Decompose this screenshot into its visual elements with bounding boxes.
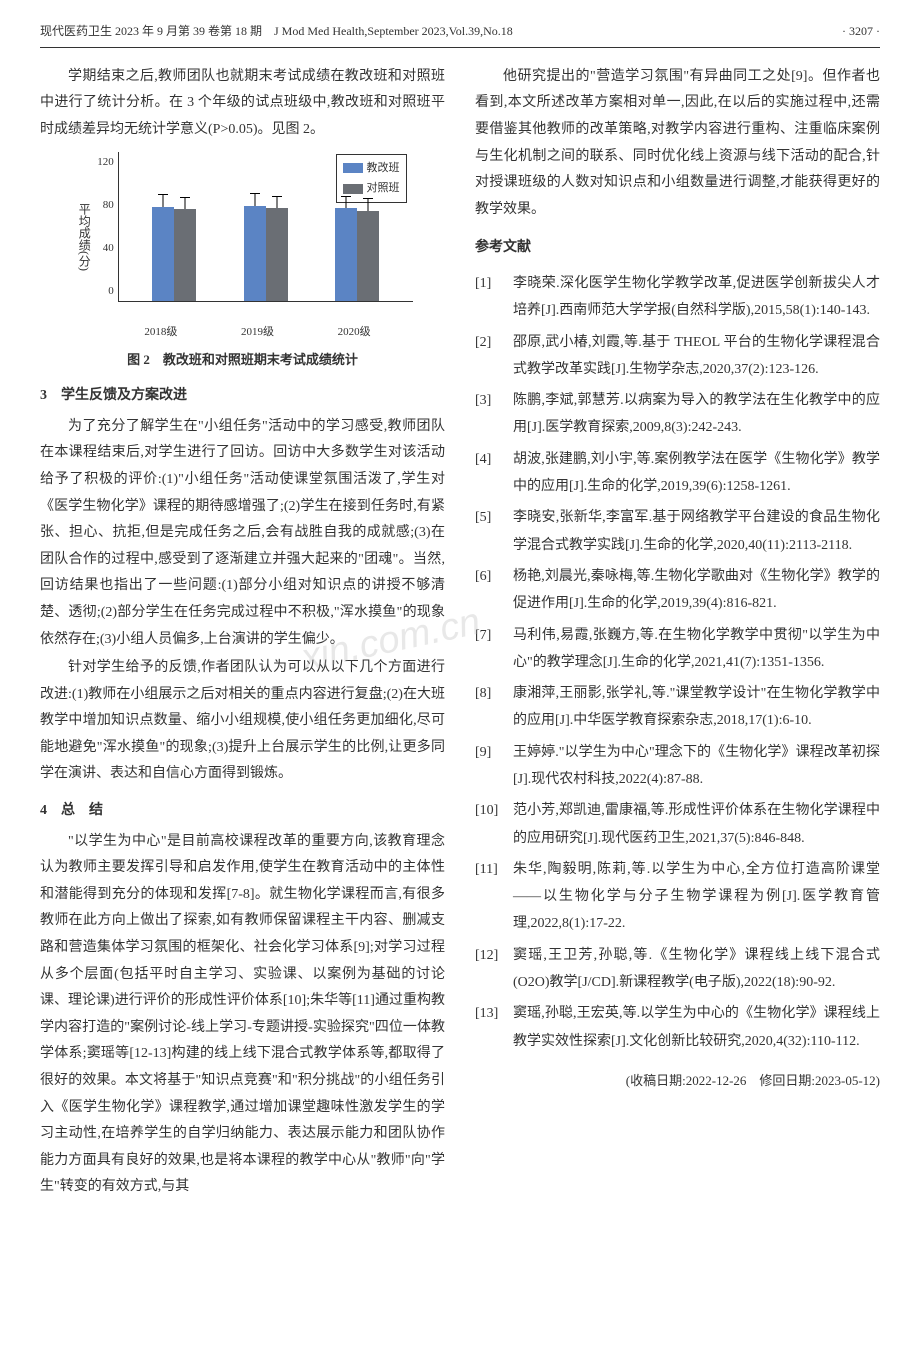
bar	[174, 209, 196, 300]
reference-item: [13]窦瑶,孙聪,王宏英,等.以学生为中心的《生物化学》课程线上教学实效性探索…	[475, 1000, 880, 1055]
x-tick-label: 2020级	[338, 322, 371, 343]
bar-group	[244, 206, 288, 301]
intro-paragraph: 学期结束之后,教师团队也就期末考试成绩在教改班和对照班中进行了统计分析。在 3 …	[40, 64, 445, 144]
reference-number: [4]	[475, 446, 513, 501]
reference-number: [5]	[475, 504, 513, 559]
reference-number: [8]	[475, 680, 513, 735]
reference-text: 窦瑶,孙聪,王宏英,等.以学生为中心的《生物化学》课程线上教学实效性探索[J].…	[513, 1000, 880, 1055]
reference-number: [13]	[475, 1000, 513, 1055]
reference-item: [3]陈鹏,李斌,郭慧芳.以病案为导入的教学法在生化教学中的应用[J].医学教育…	[475, 387, 880, 442]
legend-item: 教改班	[343, 158, 400, 179]
reference-item: [12]窦瑶,王卫芳,孙聪,等.《生物化学》课程线上线下混合式(O2O)教学[J…	[475, 942, 880, 997]
section-3-para-1: 为了充分了解学生在"小组任务"活动中的学习感受,教师团队在本课程结束后,对学生进…	[40, 414, 445, 653]
header-left: 现代医药卫生 2023 年 9 月第 39 卷第 18 期 J Mod Med …	[40, 20, 513, 43]
figure-caption: 图 2 教改班和对照班期末考试成绩统计	[73, 348, 413, 373]
reference-number: [3]	[475, 387, 513, 442]
x-tick-label: 2019级	[241, 322, 274, 343]
reference-text: 邵原,武小椿,刘霞,等.基于 THEOL 平台的生物化学课程混合式教学改革实践[…	[513, 329, 880, 384]
y-tick: 0	[97, 281, 114, 302]
reference-item: [9]王婷婷."以学生为中心"理念下的《生物化学》课程改革初探[J].现代农村科…	[475, 739, 880, 794]
references-list: [1]李晓荣.深化医学生物化学教学改革,促进医学创新拔尖人才培养[J].西南师范…	[475, 270, 880, 1055]
two-column-layout: xin.com.cn 学期结束之后,教师团队也就期末考试成绩在教改班和对照班中进…	[40, 64, 880, 1203]
reference-text: 范小芳,郑凯迪,雷康福,等.形成性评价体系在生物化学课程中的应用研究[J].现代…	[513, 797, 880, 852]
reference-item: [7]马利伟,易霞,张巍方,等.在生物化学教学中贯彻"以学生为中心"的教学理念[…	[475, 622, 880, 677]
reference-text: 王婷婷."以学生为中心"理念下的《生物化学》课程改革初探[J].现代农村科技,2…	[513, 739, 880, 794]
bar	[335, 208, 357, 301]
reference-number: [2]	[475, 329, 513, 384]
page-header: 现代医药卫生 2023 年 9 月第 39 卷第 18 期 J Mod Med …	[40, 20, 880, 48]
figure-2-chart: 平均成绩(分) 12080400 教改班对照班 2018级2019级2020级 …	[73, 152, 413, 374]
x-tick-label: 2018级	[144, 322, 177, 343]
caption-text: 教改班和对照班期末考试成绩统计	[163, 352, 358, 367]
reference-number: [7]	[475, 622, 513, 677]
references-heading: 参考文献	[475, 235, 880, 262]
section-4-para-1: "以学生为中心"是目前高校课程改革的重要方向,该教育理念认为教师主要发挥引导和启…	[40, 829, 445, 1201]
legend-item: 对照班	[343, 178, 400, 199]
reference-item: [6]杨艳,刘晨光,秦咏梅,等.生物化学歌曲对《生物化学》教学的促进作用[J].…	[475, 563, 880, 618]
header-right: · 3207 ·	[842, 20, 880, 43]
section-3-para-2: 针对学生给予的反馈,作者团队认为可以从以下几个方面进行改进:(1)教师在小组展示…	[40, 655, 445, 788]
reference-number: [1]	[475, 270, 513, 325]
reference-item: [11]朱华,陶毅明,陈莉,等.以学生为中心,全方位打造高阶课堂——以生物化学与…	[475, 856, 880, 938]
bar	[244, 206, 266, 301]
y-tick: 80	[97, 195, 114, 216]
reference-item: [5]李晓安,张新华,李富军.基于网络教学平台建设的食品生物化学混合式教学实践[…	[475, 504, 880, 559]
page: 现代医药卫生 2023 年 9 月第 39 卷第 18 期 J Mod Med …	[0, 0, 920, 1243]
reference-text: 陈鹏,李斌,郭慧芳.以病案为导入的教学法在生化教学中的应用[J].医学教育探索,…	[513, 387, 880, 442]
caption-prefix: 图 2	[127, 352, 150, 367]
reference-text: 李晓安,张新华,李富军.基于网络教学平台建设的食品生物化学混合式教学实践[J].…	[513, 504, 880, 559]
bar	[266, 208, 288, 301]
reference-number: [6]	[475, 563, 513, 618]
right-column: 他研究提出的"营造学习氛围"有异曲同工之处[9]。但作者也看到,本文所述改革方案…	[475, 64, 880, 1203]
submission-dates: (收稿日期:2022-12-26 修回日期:2023-05-12)	[475, 1069, 880, 1094]
reference-item: [1]李晓荣.深化医学生物化学教学改革,促进医学创新拔尖人才培养[J].西南师范…	[475, 270, 880, 325]
legend-swatch	[343, 163, 363, 173]
section-4-heading: 4 总 结	[40, 798, 445, 825]
reference-number: [10]	[475, 797, 513, 852]
y-tick: 40	[97, 238, 114, 259]
y-axis-label: 平均成绩(分)	[73, 203, 96, 271]
y-axis-ticks: 120 80 40 0	[97, 152, 118, 302]
bar	[357, 211, 379, 301]
legend-swatch	[343, 184, 363, 194]
reference-text: 胡波,张建鹏,刘小宇,等.案例教学法在医学《生物化学》教学中的应用[J].生命的…	[513, 446, 880, 501]
bar	[152, 207, 174, 301]
plot-area: 教改班对照班	[118, 152, 413, 302]
x-axis-labels: 2018级 2019级 2020级	[103, 322, 413, 343]
reference-text: 朱华,陶毅明,陈莉,等.以学生为中心,全方位打造高阶课堂——以生物化学与分子生物…	[513, 856, 880, 938]
reference-number: [9]	[475, 739, 513, 794]
bar-group	[152, 207, 196, 301]
legend-label: 教改班	[367, 158, 400, 179]
section-3-heading: 3 学生反馈及方案改进	[40, 383, 445, 410]
legend-label: 对照班	[367, 178, 400, 199]
y-tick: 120	[97, 152, 114, 173]
reference-number: [11]	[475, 856, 513, 938]
chart-area: 平均成绩(分) 120 80 40 0 教改班对照班	[73, 152, 413, 322]
reference-text: 马利伟,易霞,张巍方,等.在生物化学教学中贯彻"以学生为中心"的教学理念[J].…	[513, 622, 880, 677]
reference-item: [2]邵原,武小椿,刘霞,等.基于 THEOL 平台的生物化学课程混合式教学改革…	[475, 329, 880, 384]
reference-item: [4]胡波,张建鹏,刘小宇,等.案例教学法在医学《生物化学》教学中的应用[J].…	[475, 446, 880, 501]
left-column: 学期结束之后,教师团队也就期末考试成绩在教改班和对照班中进行了统计分析。在 3 …	[40, 64, 445, 1203]
reference-text: 杨艳,刘晨光,秦咏梅,等.生物化学歌曲对《生物化学》教学的促进作用[J].生命的…	[513, 563, 880, 618]
reference-number: [12]	[475, 942, 513, 997]
reference-text: 窦瑶,王卫芳,孙聪,等.《生物化学》课程线上线下混合式(O2O)教学[J/CD]…	[513, 942, 880, 997]
reference-text: 李晓荣.深化医学生物化学教学改革,促进医学创新拔尖人才培养[J].西南师范大学学…	[513, 270, 880, 325]
reference-item: [10]范小芳,郑凯迪,雷康福,等.形成性评价体系在生物化学课程中的应用研究[J…	[475, 797, 880, 852]
reference-item: [8]康湘萍,王丽影,张学礼,等."课堂教学设计"在生物化学教学中的应用[J].…	[475, 680, 880, 735]
bar-group	[335, 208, 379, 301]
continuation-paragraph: 他研究提出的"营造学习氛围"有异曲同工之处[9]。但作者也看到,本文所述改革方案…	[475, 64, 880, 224]
reference-text: 康湘萍,王丽影,张学礼,等."课堂教学设计"在生物化学教学中的应用[J].中华医…	[513, 680, 880, 735]
